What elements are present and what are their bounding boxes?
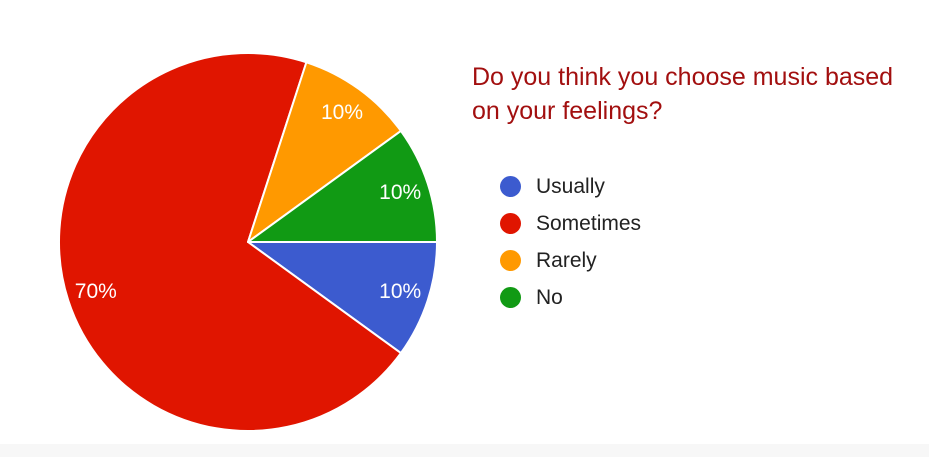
pie-slice-sometimes <box>58 52 402 432</box>
slice-label-no: 10% <box>379 181 421 204</box>
legend-label-no: No <box>536 285 563 309</box>
legend: Usually Sometimes Rarely No <box>500 168 641 316</box>
legend-label-usually: Usually <box>536 174 605 198</box>
slice-label-usually: 10% <box>379 280 421 303</box>
pie-slice-rarely <box>247 61 402 243</box>
pie-slice-labels: 10% 70% 10% 10% <box>75 101 421 303</box>
pie-slice-no <box>247 129 438 243</box>
pie-slice-usually <box>247 241 438 355</box>
legend-swatch-sometimes <box>500 213 521 234</box>
slice-label-rarely: 10% <box>321 101 363 124</box>
bottom-strip <box>0 444 929 457</box>
legend-label-rarely: Rarely <box>536 248 597 272</box>
chart-title: Do you think you choose music based on y… <box>472 63 894 125</box>
legend-item-no: No <box>500 279 641 316</box>
legend-item-usually: Usually <box>500 168 641 205</box>
legend-item-rarely: Rarely <box>500 242 641 279</box>
legend-label-sometimes: Sometimes <box>536 211 642 235</box>
legend-swatch-no <box>500 287 521 308</box>
pie-slices <box>58 52 438 432</box>
legend-swatch-usually <box>500 176 521 197</box>
legend-item-sometimes: Sometimes <box>500 205 641 242</box>
legend-swatch-rarely <box>500 250 521 271</box>
slice-label-sometimes: 70% <box>75 280 117 303</box>
